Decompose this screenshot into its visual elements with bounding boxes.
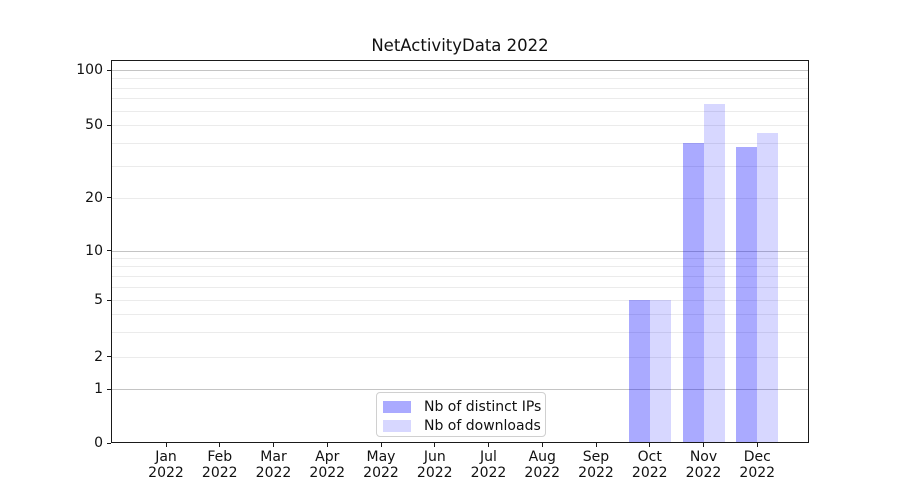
minor-gridline (112, 331, 808, 333)
bar-downloads-nov (703, 104, 725, 442)
legend-item-label: Nb of distinct IPs (424, 399, 542, 415)
y-tick-label: 2 (94, 348, 103, 365)
x-tick-year: 2022 (631, 465, 668, 481)
bar-downloads-dec (757, 133, 779, 442)
x-tick (541, 443, 543, 447)
x-tick-month: Jul (480, 449, 497, 465)
bar-distinct-ips-dec (736, 146, 758, 442)
minor-gridline (112, 356, 808, 358)
x-tick (273, 443, 274, 447)
bar-distinct-ips-oct (628, 300, 650, 442)
x-tick-label: Apr 2022 (295, 449, 359, 481)
x-tick-label: Dec 2022 (725, 449, 789, 481)
minor-gridline (112, 125, 808, 126)
minor-gridline (112, 266, 808, 268)
minor-gridline (112, 286, 808, 288)
x-tick-label: May 2022 (349, 449, 413, 481)
minor-gridline (112, 165, 808, 167)
x-tick-label: Jan 2022 (134, 449, 198, 481)
x-tick-month: Oct (637, 449, 662, 465)
x-tick-year: 2022 (578, 465, 614, 481)
bar-downloads-oct (649, 300, 671, 442)
x-tick-year: 2022 (201, 465, 238, 481)
x-tick-month: Feb (207, 449, 233, 465)
legend-item: Nb of downloads (383, 417, 541, 435)
legend: Nb of distinct IPs Nb of downloads (376, 392, 546, 437)
bar-distinct-ips-nov (682, 142, 704, 442)
x-tick-label: Nov 2022 (672, 449, 736, 481)
y-tick-label: 0 (94, 435, 103, 451)
x-tick (703, 443, 704, 447)
y-tick (107, 442, 111, 444)
x-tick-label: Jun 2022 (403, 449, 467, 481)
legend-swatch (383, 401, 411, 413)
y-tick-label: 10 (85, 242, 103, 259)
major-gridline (112, 389, 808, 391)
x-tick (488, 443, 489, 447)
x-tick-year: 2022 (255, 465, 292, 481)
legend-item: Nb of distinct IPs (383, 398, 541, 416)
minor-gridline (112, 275, 808, 277)
minor-gridline (112, 313, 808, 315)
x-tick-label: Jul 2022 (457, 449, 521, 481)
x-tick (380, 443, 382, 447)
minor-gridline (112, 98, 808, 100)
y-tick (107, 388, 111, 390)
y-tick-label: 100 (76, 62, 103, 78)
y-tick-label: 1 (94, 381, 103, 398)
x-tick-year: 2022 (363, 465, 399, 481)
major-gridline (112, 70, 808, 71)
y-tick (107, 69, 111, 71)
minor-gridline (112, 258, 808, 260)
x-tick (595, 443, 597, 447)
x-tick-month: Sep (582, 449, 610, 465)
y-tick-label: 50 (85, 117, 103, 133)
x-tick-year: 2022 (416, 465, 453, 481)
y-tick (107, 299, 111, 301)
y-tick-label: 20 (85, 189, 103, 206)
y-tick (107, 356, 111, 358)
major-gridline (112, 250, 808, 252)
x-tick (434, 443, 436, 447)
x-tick (756, 443, 758, 447)
x-tick-month: Dec (743, 449, 771, 465)
x-tick (219, 443, 221, 447)
x-tick-year: 2022 (739, 465, 776, 481)
x-tick-month: Apr (315, 449, 340, 465)
y-tick-label: 5 (94, 292, 103, 308)
x-tick-month: May (366, 449, 396, 465)
minor-gridline (112, 197, 808, 199)
x-tick-label: Feb 2022 (188, 449, 252, 481)
x-tick-year: 2022 (309, 465, 346, 481)
x-tick-label: Sep 2022 (564, 449, 628, 481)
minor-gridline (112, 300, 808, 301)
x-tick-label: Mar 2022 (242, 449, 306, 481)
x-tick-year: 2022 (524, 465, 561, 481)
minor-gridline (112, 142, 808, 144)
y-tick (107, 197, 111, 199)
x-tick-month: Nov (689, 449, 718, 465)
chart-title: NetActivityData 2022 (371, 36, 549, 55)
y-tick (107, 250, 111, 251)
x-tick (649, 443, 651, 447)
x-tick-month: Jun (423, 449, 446, 465)
plot-area (111, 60, 809, 443)
x-tick-month: Mar (260, 449, 287, 465)
x-tick-month: Aug (528, 449, 556, 465)
minor-gridline (112, 87, 808, 89)
x-tick-label: Oct 2022 (618, 449, 682, 481)
legend-swatch (383, 420, 411, 432)
minor-gridline (112, 78, 808, 80)
x-tick (165, 443, 167, 447)
x-tick-year: 2022 (148, 465, 184, 481)
x-tick (326, 443, 328, 447)
x-tick-year: 2022 (470, 465, 507, 481)
minor-gridline (112, 110, 808, 112)
legend-item-label: Nb of downloads (424, 418, 541, 434)
x-tick-label: Aug 2022 (510, 449, 574, 481)
y-tick (107, 124, 111, 126)
x-tick-year: 2022 (685, 465, 722, 481)
x-tick-month: Jan (155, 449, 177, 465)
